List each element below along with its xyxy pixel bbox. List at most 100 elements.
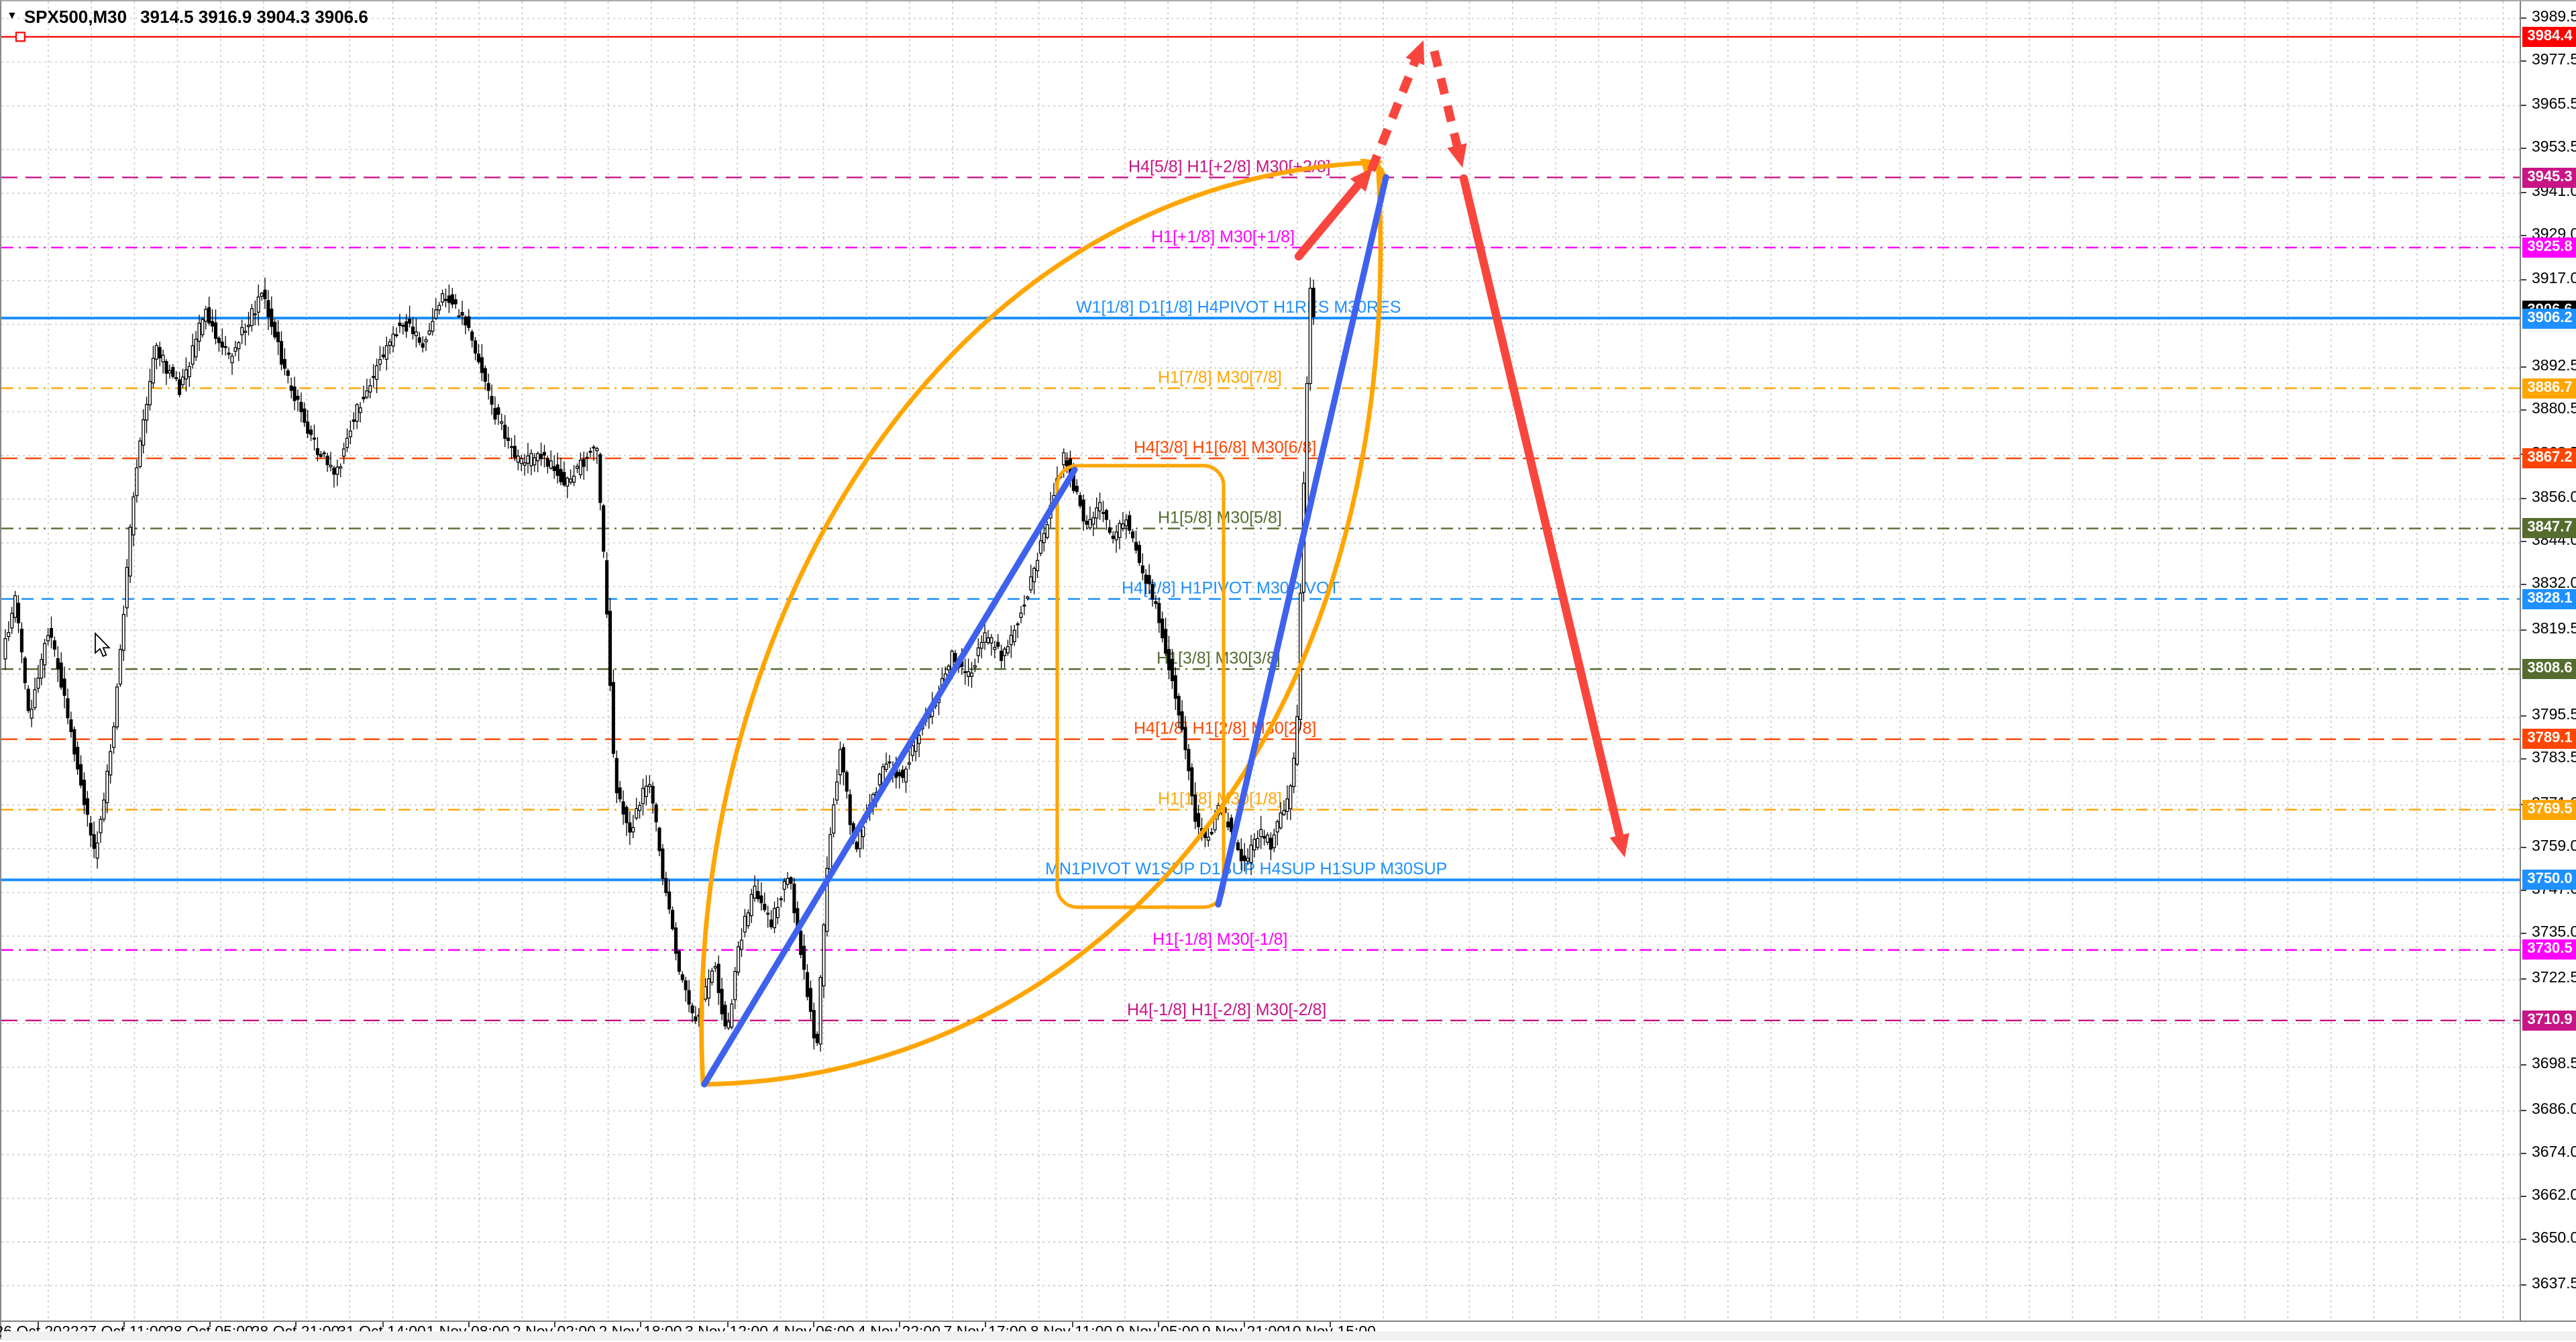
murrey-level-label: H1[3/8] M30[3/8] (1157, 649, 1281, 668)
price-tick-label: 3637.5 (2532, 1276, 2576, 1292)
price-tick (2521, 366, 2526, 368)
price-tick (2521, 978, 2526, 980)
price-tick-label: 3650.0 (2532, 1231, 2576, 1247)
time-tick (899, 1322, 900, 1327)
dashed-arrow-line[interactable] (1430, 50, 1464, 158)
rounded-rectangle-shape[interactable] (1055, 464, 1226, 909)
price-tick (2521, 890, 2526, 892)
murrey-level-label: H1[7/8] M30[7/8] (1158, 368, 1282, 387)
trendline[interactable] (701, 466, 1078, 1088)
bottom-strip (1, 1331, 2576, 1341)
price-tick-label: 3674.0 (2532, 1144, 2576, 1161)
time-tick (468, 1322, 470, 1327)
time-tick (37, 1322, 38, 1327)
price-tick (2521, 629, 2526, 631)
candles (3, 277, 1316, 1052)
price-tick (2521, 1195, 2526, 1197)
price-tick-label: 3953.5 (2532, 139, 2576, 156)
price-badge: 3886.7 (2522, 378, 2576, 399)
trendlines[interactable] (701, 174, 1389, 1088)
price-tick-label: 3917.0 (2532, 270, 2576, 287)
price-tick-label: 3880.5 (2532, 401, 2576, 418)
price-tick (2521, 17, 2526, 19)
symbol-period-label: SPX500,M30 (23, 7, 127, 27)
price-tick (2521, 147, 2526, 149)
price-tick-label: 3783.5 (2532, 750, 2576, 767)
chart-plot-area[interactable]: H4[5/8] H1[+2/8] M30[+2/8] H1[+1/8] M30[+… (1, 1, 2520, 1321)
arrow-line[interactable] (1294, 172, 1370, 261)
chart-canvas[interactable]: H4[5/8] H1[+2/8] M30[+2/8] H1[+1/8] M30[+… (1, 1, 2520, 1321)
price-axis[interactable]: 3989.5 3977.5 3965.5 3953.5 3941.0 3929.0 3917… (2520, 1, 2576, 1321)
price-tick (2521, 1239, 2526, 1241)
time-tick (1157, 1322, 1159, 1327)
price-tick (2521, 278, 2526, 280)
price-tick (2521, 541, 2526, 543)
price-tick (2521, 1109, 2526, 1111)
price-badge: 3867.2 (2522, 448, 2576, 469)
arrow-line[interactable] (1459, 174, 1627, 851)
price-tick-label: 3722.5 (2532, 970, 2576, 986)
line-handle[interactable] (15, 32, 25, 42)
time-tick (1330, 1322, 1332, 1327)
price-tick (2521, 498, 2526, 500)
price-tick-label: 3989.5 (2532, 9, 2576, 26)
price-badge: 3710.9 (2522, 1010, 2576, 1031)
time-tick (295, 1322, 297, 1327)
price-tick-label: 3735.0 (2532, 925, 2576, 941)
price-badge: 3925.8 (2522, 237, 2576, 258)
ohlc-values: 3914.5 3916.9 3904.3 3906.6 (140, 7, 368, 27)
price-tick (2521, 104, 2526, 106)
murrey-level-label: H1[-1/8] M30[-1/8] (1152, 930, 1287, 949)
gridlines (1, 1, 2520, 1321)
projection-arrows[interactable] (1294, 40, 1629, 858)
price-tick-label: 3662.0 (2532, 1187, 2576, 1204)
chevron-down-icon[interactable]: ▼ (7, 9, 17, 21)
time-tick (382, 1322, 383, 1327)
price-tick-label: 3686.0 (2532, 1101, 2576, 1118)
murrey-level-label: H4[-1/8] H1[-2/8] M30[-2/8] (1127, 1000, 1326, 1019)
time-tick (123, 1322, 125, 1327)
horizontal-line-object[interactable] (1, 32, 2520, 42)
price-badge: 3769.5 (2522, 799, 2576, 820)
mouse-cursor-icon (95, 631, 111, 658)
price-tick (2521, 235, 2526, 237)
murrey-level-label: H4[2/8] H1PIVOT M30PIVOT (1122, 579, 1340, 598)
price-tick-label: 3965.5 (2532, 96, 2576, 113)
price-tick (2521, 192, 2526, 194)
price-tick-label: 3892.5 (2532, 358, 2576, 375)
price-tick-label: 3759.0 (2532, 838, 2576, 855)
price-tick (2521, 758, 2526, 760)
price-tick (2521, 409, 2526, 411)
time-tick (985, 1322, 987, 1327)
time-tick (812, 1322, 814, 1327)
murrey-level-label: MN1PIVOT W1SUP D1SUP H4SUP H1SUP M30SUP (1045, 860, 1447, 878)
murrey-level-label: H4[3/8] H1[6/8] M30[6/8] (1134, 438, 1316, 457)
murrey-level-label: H1[5/8] M30[5/8] (1158, 509, 1282, 527)
price-badge: 3906.2 (2522, 308, 2576, 328)
price-badge: 3847.7 (2522, 518, 2576, 539)
price-tick-label: 3698.5 (2532, 1056, 2576, 1073)
price-tick (2521, 1284, 2526, 1286)
price-tick (2521, 933, 2526, 935)
trendline[interactable] (1215, 174, 1389, 908)
time-tick (209, 1322, 211, 1327)
price-tick (2521, 60, 2526, 62)
chart-title: ▼ SPX500,M30 3914.5 3916.9 3904.3 3906.6 (7, 5, 368, 27)
price-tick (2521, 715, 2526, 717)
price-badge: 3808.6 (2522, 659, 2576, 680)
price-badge: 3730.5 (2522, 939, 2576, 960)
time-tick (1244, 1322, 1245, 1327)
price-badge: 3750.0 (2522, 870, 2576, 890)
murrey-levels[interactable]: H4[5/8] H1[+2/8] M30[+2/8] H1[+1/8] M30[+… (1, 157, 2520, 1022)
time-tick (727, 1322, 728, 1327)
time-tick (640, 1322, 642, 1327)
price-badge: 3828.1 (2522, 588, 2576, 609)
price-tick-label: 3819.5 (2532, 621, 2576, 637)
price-tick-label: 3795.5 (2532, 707, 2576, 724)
murrey-level-label: H1[+1/8] M30[+1/8] (1151, 227, 1295, 246)
price-badge: 3789.1 (2522, 729, 2576, 750)
price-tick (2521, 1064, 2526, 1066)
dashed-arrow-line[interactable] (1366, 48, 1424, 172)
price-badge: 3984.4 (2522, 26, 2576, 47)
